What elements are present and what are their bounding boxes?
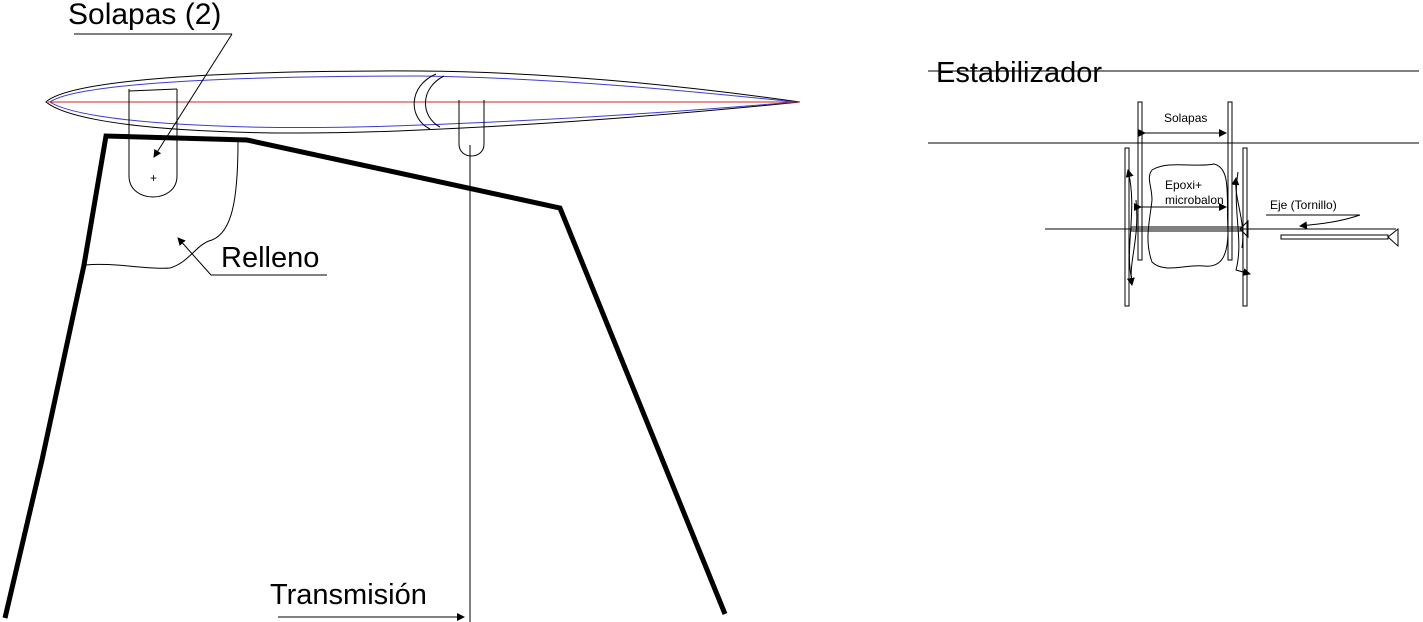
stabilizer-detail: Estabilizador Solapas Epoxi+ microbalon … <box>928 57 1419 307</box>
solapa-right <box>458 100 485 157</box>
flow-right <box>1235 171 1251 276</box>
plate-outer-right <box>1242 147 1248 307</box>
label-relleno: Relleno <box>177 237 327 276</box>
plate-outer-left <box>1124 147 1130 307</box>
relleno-outline <box>85 140 239 269</box>
relleno-text: Relleno <box>221 242 319 274</box>
eje-text: Eje (Tornillo) <box>1270 198 1337 212</box>
spar-arc-inner <box>425 75 445 128</box>
flow-right-up <box>1231 177 1244 249</box>
solapa-left-center-mark: + <box>150 171 157 185</box>
flow-left-down <box>1126 199 1138 286</box>
plate-inner-right <box>1227 101 1233 261</box>
label-solapas-2: Solapas (2) <box>68 0 233 158</box>
relleno-leader <box>177 237 212 276</box>
epoxi-blob <box>1147 163 1229 269</box>
screw-free-head <box>1387 227 1399 248</box>
solapa-left <box>128 89 178 198</box>
epoxi-text-1: Epoxi+ <box>1165 178 1202 192</box>
screw-inserted <box>1130 226 1242 232</box>
plate-inner-left <box>1137 101 1143 261</box>
label-transmision: Transmisión <box>270 579 465 621</box>
screw-inserted-head <box>1239 219 1249 239</box>
eje-leader <box>1299 214 1361 230</box>
solapas-2-text: Solapas (2) <box>68 0 221 31</box>
solapas-text: Solapas <box>1164 111 1207 125</box>
solapa-left-top <box>128 88 178 92</box>
estabilizador-title: Estabilizador <box>936 57 1102 89</box>
wing-assembly: + <box>2 70 801 622</box>
epoxi-text-2: microbalon <box>1165 193 1224 207</box>
spar-arc-outer <box>413 73 437 130</box>
transmision-text: Transmisión <box>270 579 427 611</box>
screw-free <box>1280 234 1389 240</box>
solapas-2-leader <box>153 33 233 158</box>
pylon-frame <box>2 133 728 619</box>
